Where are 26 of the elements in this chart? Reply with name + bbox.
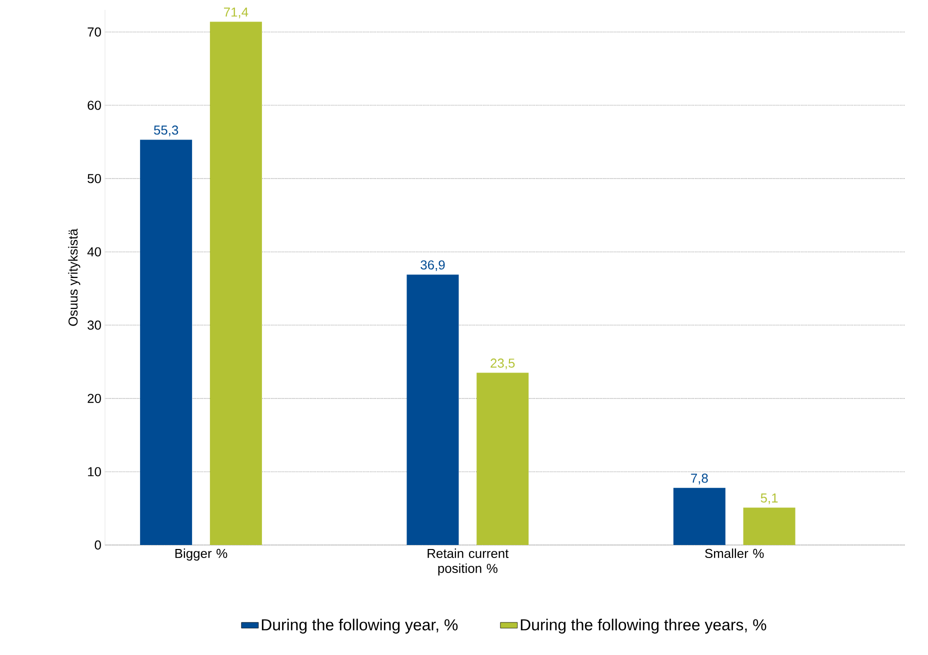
- y-tick-label: 10: [88, 467, 101, 476]
- legend-label: During the following year, %: [262, 618, 458, 634]
- bar: [140, 140, 192, 546]
- bar: [210, 22, 262, 546]
- x-tick-label: Bigger %: [175, 548, 228, 561]
- bar: [743, 508, 796, 546]
- x-tick-label: Retain current position %: [428, 548, 509, 576]
- y-tick-label: 50: [88, 174, 101, 184]
- y-tick-label: 40: [87, 247, 101, 256]
- data-label: 23,5: [490, 358, 515, 370]
- data-label: 71,4: [224, 8, 248, 18]
- y-tick-label: 30: [88, 320, 101, 330]
- data-label: 7,8: [691, 474, 708, 484]
- data-label: 36,9: [420, 260, 445, 272]
- y-tick-label: 0: [94, 540, 101, 550]
- legend-label: During the following three years, %: [520, 618, 766, 634]
- bar: [406, 274, 459, 546]
- y-tick-label: 20: [88, 394, 101, 404]
- bar: [673, 488, 726, 546]
- x-tick-label: Smaller %: [705, 548, 764, 558]
- data-label: 55,3: [154, 126, 178, 136]
- data-label: 5,1: [760, 494, 778, 504]
- y-tick-label: 70: [88, 27, 101, 37]
- y-axis-title: Osuus yrityksistä: [68, 228, 80, 326]
- bar: [476, 372, 529, 546]
- y-tick-label: 60: [88, 100, 101, 110]
